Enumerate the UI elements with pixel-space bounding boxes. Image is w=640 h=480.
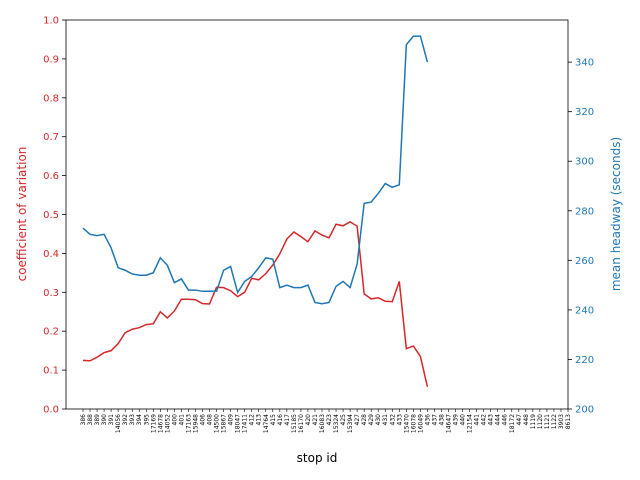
x-tick-label: 17163 <box>185 414 192 433</box>
x-tick-label: 18047 <box>235 414 242 433</box>
plot-frame <box>65 19 569 410</box>
y-tick-label: 0.4 <box>43 249 59 260</box>
y-tick-label: 0.1 <box>43 366 59 377</box>
x-tick-label: 446 <box>502 414 509 426</box>
x-tick-label: 433 <box>396 414 403 426</box>
x-tick-label: 395 <box>143 414 150 426</box>
x-tick-label: 14052 <box>164 414 171 433</box>
x-tick-label: 16083 <box>319 414 326 433</box>
y-tick-label: 0.3 <box>43 288 59 299</box>
x-tick-label: 18172 <box>509 414 516 433</box>
x-tick-label: 447 <box>516 414 523 426</box>
x-tick-label: 394 <box>136 414 143 426</box>
y-tick-label: 0.6 <box>43 171 59 182</box>
x-tick-label: 14500 <box>214 414 221 433</box>
x-tick-label: 15867 <box>221 414 228 433</box>
y-tick-label: 0.7 <box>43 132 59 143</box>
x-tick-label: 406 <box>199 414 206 426</box>
x-tick-label: 15185 <box>291 414 298 433</box>
x-tick-label: 17411 <box>242 414 249 433</box>
x-tick-label: 425 <box>340 414 347 426</box>
y-tick-label: 0.2 <box>43 327 59 338</box>
y-tick-label: 0.0 <box>43 405 59 416</box>
x-tick-label: 429 <box>368 414 375 426</box>
x-tick-label: 8613 <box>565 414 572 429</box>
x-tick-label: 1120 <box>537 414 544 429</box>
x-tick-label: 430 <box>375 414 382 426</box>
y2-tick-label: 200 <box>575 405 594 416</box>
x-tick-label: 1122 <box>551 414 558 429</box>
x-tick-label: 390 <box>101 414 108 426</box>
x-tick-label: 408 <box>207 414 214 426</box>
x-tick-label: 416 <box>277 414 284 426</box>
y2-tick-label: 260 <box>575 256 594 267</box>
series-line <box>82 221 429 387</box>
y2-tick-label: 240 <box>575 305 594 316</box>
x-tick-label: 417 <box>284 414 291 426</box>
x-tick-label: 412 <box>249 414 256 426</box>
x-tick-label: 438 <box>438 414 445 426</box>
x-tick-label: 442 <box>481 414 488 426</box>
x-tick-label: 391 <box>108 414 115 426</box>
x-tick-label: 17169 <box>150 414 157 433</box>
x-tick-label: 421 <box>312 414 319 426</box>
x-tick-label: 393 <box>129 414 136 426</box>
x-tick-label: 14678 <box>157 414 164 433</box>
x-tick-label: 440 <box>460 414 467 426</box>
x-tick-label: 388 <box>87 414 94 426</box>
y2-tick-label: 320 <box>575 107 594 118</box>
x-tick-label: 423 <box>326 414 333 426</box>
x-tick-label: 448 <box>523 414 530 426</box>
y2-tick-label: 300 <box>575 157 594 168</box>
x-tick-label: 439 <box>453 414 460 426</box>
x-tick-label: 16170 <box>298 414 305 433</box>
y-tick-label: 0.9 <box>43 54 59 65</box>
x-tick-label: 14056 <box>115 414 122 433</box>
x-axis-label: stop id <box>297 451 338 465</box>
x-tick-label: 437 <box>431 414 438 426</box>
x-tick-label: 15394 <box>347 414 354 433</box>
x-tick-label: 436 <box>424 414 431 426</box>
x-tick-label: 428 <box>361 414 368 426</box>
x-tick-label: 444 <box>495 414 502 426</box>
x-tick-label: 420 <box>305 414 312 426</box>
x-tick-label: 392 <box>122 414 129 426</box>
x-tick-label: 3903 <box>558 414 565 429</box>
x-tick-label: 14764 <box>263 414 270 433</box>
y2-tick-label: 280 <box>575 206 594 217</box>
x-tick-label: 15324 <box>333 414 340 433</box>
y-axis-label: coefficient of variation <box>15 147 29 282</box>
y-tick-label: 1.0 <box>43 16 59 27</box>
x-tick-label: 386 <box>80 414 87 426</box>
x-tick-label: 1121 <box>544 414 551 429</box>
y2-axis-label: mean headway (seconds) <box>609 137 623 291</box>
x-tick-label: 16078 <box>410 414 417 433</box>
x-tick-label: 409 <box>228 414 235 426</box>
x-tick-label: 432 <box>389 414 396 426</box>
x-tick-label: 443 <box>488 414 495 426</box>
x-tick-label: 1119 <box>530 414 537 429</box>
x-tick-label: 389 <box>94 414 101 426</box>
y-tick-label: 0.8 <box>43 93 59 104</box>
x-tick-label: 15948 <box>192 414 199 433</box>
x-tick-label: 427 <box>354 414 361 426</box>
series-line <box>82 35 429 305</box>
x-tick-label: 12154 <box>467 414 474 433</box>
x-tick-label: 431 <box>382 414 389 426</box>
x-tick-label: 441 <box>474 414 481 426</box>
x-tick-label: 413 <box>256 414 263 426</box>
x-tick-label: 401 <box>178 414 185 426</box>
y-tick-label: 0.5 <box>43 210 59 221</box>
x-tick-label: 400 <box>171 414 178 426</box>
y2-tick-label: 220 <box>575 355 594 366</box>
x-tick-label: 16049 <box>417 414 424 433</box>
x-tick-label: 415 <box>270 414 277 426</box>
x-tick-label: 14647 <box>446 414 453 433</box>
y2-tick-label: 340 <box>575 58 594 69</box>
x-tick-label: 15470 <box>403 414 410 433</box>
